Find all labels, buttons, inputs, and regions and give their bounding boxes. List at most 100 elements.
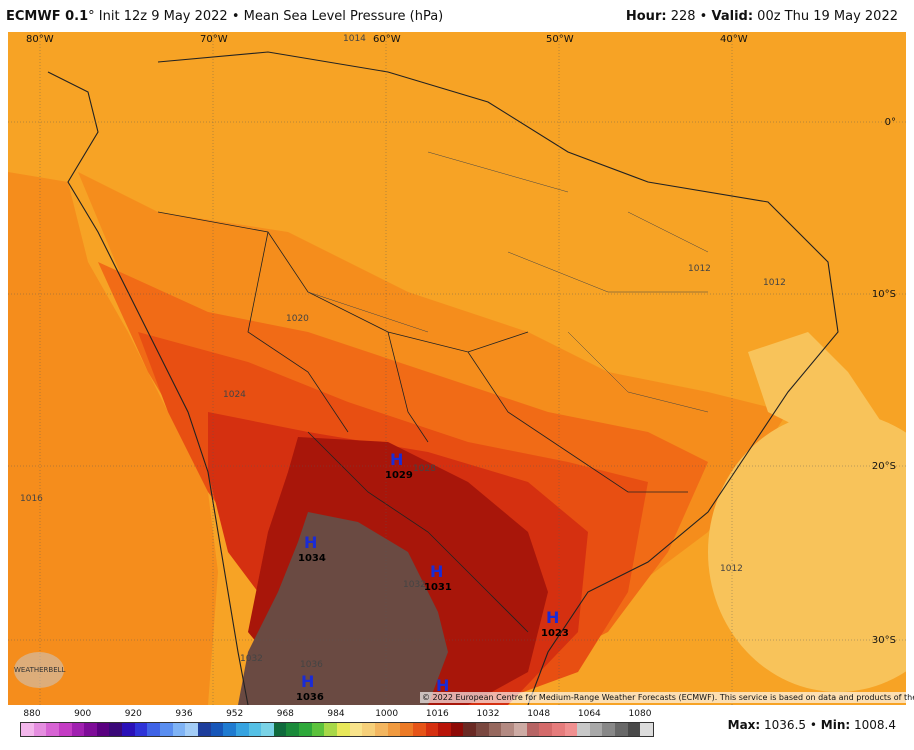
pressure-map-svg [8, 32, 906, 705]
colorbar-swatch [615, 723, 628, 736]
hour-label: Hour: [625, 9, 667, 24]
colorbar-swatch [577, 723, 590, 736]
colorbar-swatch [412, 723, 426, 736]
east-coastline [157, 51, 839, 705]
colorbar-swatch [109, 723, 123, 736]
high-pressure-marker: H [301, 672, 315, 691]
colorbar-swatch [400, 723, 413, 736]
pressure-colorbar [20, 722, 654, 737]
colorbar-swatch [513, 723, 527, 736]
isobar-label: 1028 [413, 464, 436, 474]
high-pressure-value: 1034 [298, 553, 326, 564]
colorbar-swatch [337, 723, 350, 736]
colorbar-tick-label: 1080 [628, 709, 652, 719]
colorbar-tick-label: 984 [327, 709, 345, 719]
header-bar: ECMWF 0.1° Init 12z 9 May 2022 • Mean Se… [0, 0, 914, 32]
colorbar-swatch [122, 723, 135, 736]
hour-value: 228 [670, 9, 696, 24]
colorbar-swatch [261, 723, 274, 736]
copyright-notice: © 2022 European Centre for Medium-Range … [420, 692, 914, 703]
colorbar-swatch [463, 723, 477, 736]
valid-time: Hour: 228 • Valid: 00z Thu 19 May 2022 [626, 9, 898, 24]
high-pressure-marker: H [436, 676, 450, 695]
isobar-label: 1032 [240, 654, 263, 664]
colorbar-swatch [602, 723, 616, 736]
colorbar-tick-label: 1048 [527, 709, 551, 719]
high-pressure-value: 1031 [424, 582, 452, 593]
colorbar-swatch [627, 723, 641, 736]
stats-separator: • [809, 718, 817, 732]
colorbar-tick-label: 1000 [375, 709, 399, 719]
valid-value: 00z Thu 19 May 2022 [757, 9, 898, 24]
max-label: Max: [727, 718, 761, 732]
colorbar-swatch [286, 723, 300, 736]
high-pressure-marker: H [430, 562, 444, 581]
lon-label-70w: 70°W [200, 34, 228, 45]
isobar-label: 1036 [300, 660, 323, 670]
colorbar-swatch [324, 723, 338, 736]
isobar-label: 1012 [720, 564, 743, 574]
max-value: 1036.5 [764, 718, 807, 732]
colorbar-swatch [564, 723, 578, 736]
lat-label-20s: 20°S [871, 461, 896, 472]
lon-label-50w: 50°W [546, 34, 574, 45]
colorbar-swatch [147, 723, 161, 736]
high-pressure-value: 1029 [385, 470, 413, 481]
colorbar-tick-label: 968 [276, 709, 294, 719]
lon-label-40w: 40°W [720, 34, 748, 45]
colorbar-swatch [539, 723, 552, 736]
colorbar-swatch [134, 723, 148, 736]
field-1016-pacific [8, 172, 218, 705]
colorbar-swatch [172, 723, 186, 736]
colorbar-swatch [488, 723, 502, 736]
colorbar-swatch [71, 723, 85, 736]
isobar-label: 1012 [763, 278, 786, 288]
colorbar-tick-label: 900 [74, 709, 92, 719]
lat-label-10s: 10°S [871, 289, 896, 300]
colorbar-swatch [210, 723, 224, 736]
colorbar-swatch [248, 723, 262, 736]
colorbar-tick-label: 1016 [425, 709, 449, 719]
colorbar-swatch [362, 723, 375, 736]
colorbar-swatch [387, 723, 401, 736]
isobar-label: 1012 [688, 264, 711, 274]
field-1036 [238, 512, 448, 705]
colorbar-swatch [311, 723, 325, 736]
run-time: Init 12z 9 May 2022 [98, 9, 228, 24]
high-pressure-marker: H [304, 533, 318, 552]
colorbar-swatch [96, 723, 110, 736]
colorbar-tick-label: 880 [23, 709, 41, 719]
colorbar-swatch [160, 723, 173, 736]
field-1008-northeast [748, 332, 888, 452]
high-pressure-marker: H [390, 450, 404, 469]
graticule [8, 32, 906, 705]
colorbar-swatch [299, 723, 312, 736]
field-1008-atlantic [708, 412, 906, 692]
colorbar-swatch [235, 723, 249, 736]
high-pressure-value: 1036 [296, 692, 324, 703]
field-name: Mean Sea Level Pressure (hPa) [243, 9, 444, 24]
min-value: 1008.4 [854, 718, 896, 732]
colorbar-swatch [33, 723, 47, 736]
lat-label-30s: 30°S [871, 635, 896, 646]
colorbar-swatch [476, 723, 489, 736]
colorbar-swatch [438, 723, 451, 736]
colorbar-swatch [526, 723, 540, 736]
lon-label-60w: 60°W [373, 34, 401, 45]
title-bullet: • [231, 9, 240, 24]
colorbar-swatch [450, 723, 464, 736]
colorbar-swatch [185, 723, 198, 736]
colorbar-swatch [501, 723, 514, 736]
isobar-label: 1024 [223, 390, 246, 400]
colorbar-swatch [58, 723, 72, 736]
colorbar-tick-label: 920 [124, 709, 142, 719]
colorbar-swatch [273, 723, 287, 736]
colorbar-swatch [84, 723, 97, 736]
colorbar-tick-label: 936 [175, 709, 193, 719]
colorbar-swatch [374, 723, 388, 736]
colorbar-swatch [349, 723, 363, 736]
valid-label: Valid: [711, 9, 754, 24]
high-pressure-value: 1023 [541, 628, 569, 639]
lon-label-80w: 80°W [26, 34, 54, 45]
state-borders [307, 151, 709, 413]
